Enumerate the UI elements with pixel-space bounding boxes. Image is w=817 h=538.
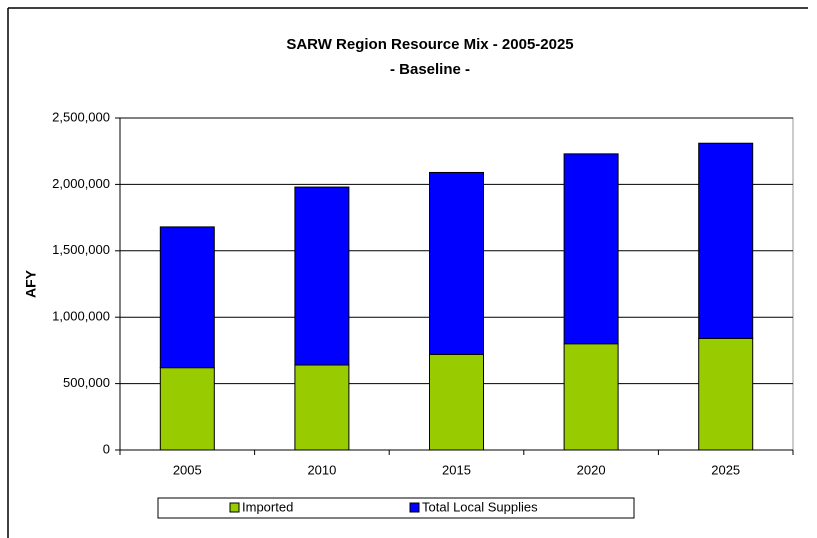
legend-label: Imported — [242, 499, 293, 514]
bar — [563, 343, 619, 451]
bar — [429, 171, 484, 355]
x-tick-label: 2025 — [711, 462, 740, 477]
x-tick-label: 2010 — [307, 462, 336, 477]
bar — [159, 367, 215, 451]
legend-swatch — [229, 502, 240, 513]
bar — [429, 353, 484, 451]
bar — [294, 364, 350, 451]
legend-label: Total Local Supplies — [422, 499, 538, 514]
x-tick-label: 2015 — [442, 462, 471, 477]
bar — [698, 337, 754, 451]
y-tick-label: 1,000,000 — [52, 309, 110, 324]
y-tick-label: 0 — [103, 441, 110, 456]
bar — [294, 186, 350, 366]
chart-subtitle: - Baseline - — [390, 61, 470, 78]
x-tick-label: 2020 — [577, 462, 606, 477]
bar — [698, 142, 754, 339]
legend-swatch — [409, 502, 420, 513]
y-tick-label: 2,500,000 — [52, 109, 110, 124]
y-axis-title: AFY — [23, 269, 39, 298]
y-tick-label: 1,500,000 — [52, 242, 110, 257]
bar — [159, 226, 215, 369]
x-tick-label: 2005 — [173, 462, 202, 477]
y-tick-label: 2,000,000 — [52, 176, 110, 191]
chart-title: SARW Region Resource Mix - 2005-2025 — [286, 36, 573, 53]
y-tick-label: 500,000 — [63, 375, 110, 390]
bar — [563, 153, 619, 345]
legend-box — [157, 497, 635, 519]
